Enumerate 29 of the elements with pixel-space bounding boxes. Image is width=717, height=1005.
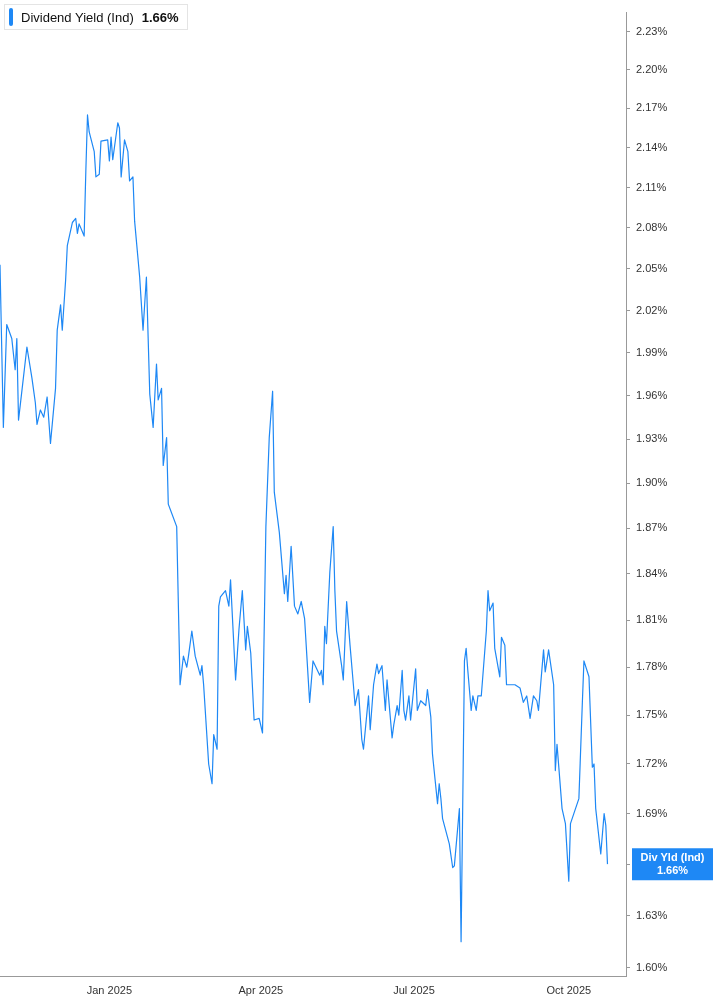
text: 1.66% — [656, 863, 689, 876]
y-tick-label: 2.05% — [636, 261, 668, 274]
x-tick-label: Apr 2025 — [238, 984, 284, 997]
y-tick-label: 1.81% — [636, 613, 668, 626]
text: Div Yld (Ind) — [640, 850, 705, 863]
y-tick-label: 2.11% — [636, 180, 667, 193]
y-tick-label: 2.17% — [636, 101, 668, 114]
annotation: 1.66% — [141, 9, 179, 25]
legend-label: Dividend Yield (Ind) — [21, 9, 134, 25]
y-tick-label: 1.99% — [636, 345, 668, 358]
y-tick-label: 2.08% — [636, 220, 668, 233]
y-tick-label: 2.14% — [636, 140, 668, 153]
x-tick-label: Jul 2025 — [393, 984, 435, 997]
y-tick-label: 2.23% — [636, 24, 668, 37]
y-tick-label: 1.69% — [636, 806, 668, 819]
y-tick-label: 1.93% — [636, 432, 668, 445]
y-tick-label: 1.75% — [636, 708, 668, 721]
y-tick-label: 1.90% — [636, 476, 668, 489]
y-tick-label: 2.20% — [636, 62, 668, 75]
x-tick-label: Jan 2025 — [86, 984, 133, 997]
y-tick-label: 1.96% — [636, 388, 668, 401]
y-tick-label: 1.63% — [636, 908, 668, 921]
y-tick-label: 1.78% — [636, 660, 668, 673]
y-tick-label: 1.72% — [636, 757, 668, 770]
x-tick-label: Oct 2025 — [546, 984, 592, 997]
y-tick-label: 1.87% — [636, 521, 668, 534]
y-tick-label: 1.84% — [636, 566, 668, 579]
y-tick-label: 2.02% — [636, 303, 668, 316]
y-tick-label: 1.60% — [636, 961, 668, 973]
